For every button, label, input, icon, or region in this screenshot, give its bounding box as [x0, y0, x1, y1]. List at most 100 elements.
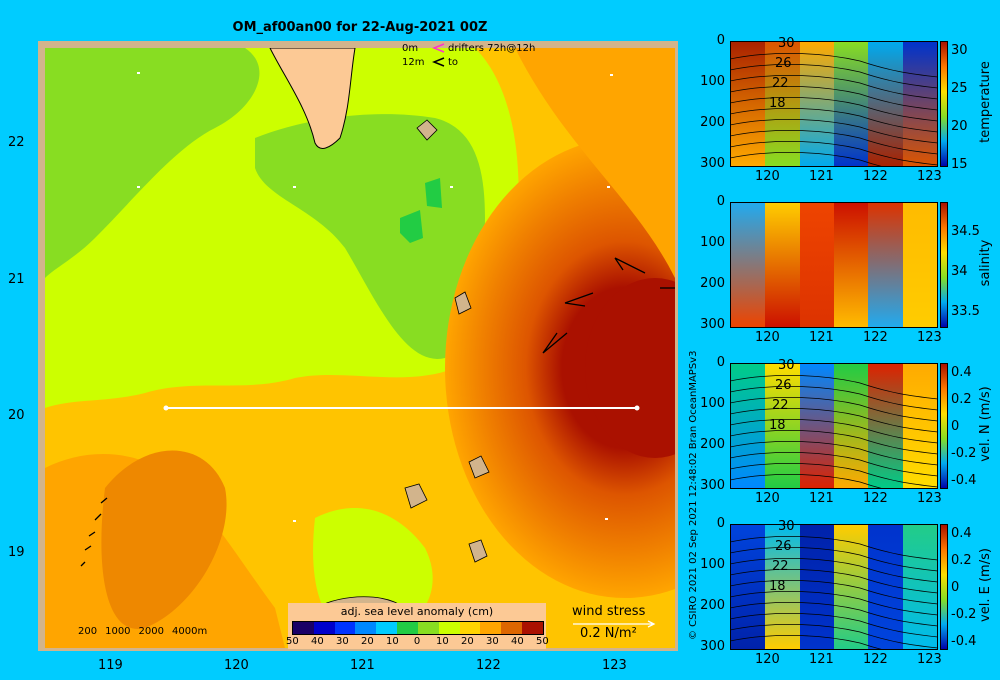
contour-line	[730, 591, 938, 616]
contour-line	[730, 86, 938, 111]
panel-colorbar	[940, 202, 948, 328]
panel-cbar-tick: 33.5	[951, 304, 980, 319]
panel-x-tick: 123	[917, 330, 942, 345]
map-y-tick-20: 20	[8, 408, 25, 424]
panel-y-tick: 0	[716, 355, 725, 370]
island-2	[454, 291, 472, 315]
contour-line	[730, 119, 938, 144]
map-x-tick-119: 119	[98, 658, 123, 673]
panel-colorbar	[940, 524, 948, 650]
panel-plot-vel-n-section[interactable]	[730, 363, 938, 489]
panel-x-tick: 121	[809, 652, 834, 667]
panel-y-tick: 200	[700, 276, 725, 291]
drifter-pink-icon	[432, 43, 445, 53]
contour-line	[730, 452, 938, 477]
legend-depth-12m: 12m	[402, 57, 425, 68]
panel-cbar-tick: 25	[951, 81, 968, 96]
panel-ylabel-salinity-section: salinity	[978, 239, 993, 287]
warm-eddy-core	[585, 278, 675, 458]
panel-cbar-tick: 34.5	[951, 224, 980, 239]
panel-y-tick: 300	[700, 478, 725, 493]
panel-field-band	[868, 203, 903, 327]
panel-y-tick: 200	[700, 115, 725, 130]
panel-ylabel-vel-n-section: vel. N (m/s)	[978, 386, 993, 462]
contour-line	[730, 64, 938, 89]
colorbar-swatch	[293, 622, 314, 634]
colorbar-tick: 20	[361, 636, 374, 647]
wind-arrows	[80, 257, 675, 567]
colorbar-swatch	[459, 622, 481, 634]
panel-field-band	[799, 203, 834, 327]
panel-cbar-tick: 0	[951, 419, 960, 434]
map-x-tick-122: 122	[476, 658, 501, 673]
bathy-4000: 4000m	[172, 626, 208, 637]
colorbar-label: adj. sea level anomaly (cm)	[340, 605, 494, 618]
panel-y-tick: 300	[700, 639, 725, 654]
colorbar-tick: 20	[461, 636, 474, 647]
colorbar-swatch	[334, 622, 356, 634]
panel-x-tick: 122	[863, 491, 888, 506]
contour-label-30: 30	[778, 358, 795, 373]
map-x-tick-121: 121	[350, 658, 375, 673]
colorbar-tick: 10	[386, 636, 399, 647]
panel-y-tick: 0	[716, 194, 725, 209]
contour-label-18: 18	[769, 579, 786, 594]
contour-line	[730, 558, 938, 583]
panel-cbar-tick: -0.2	[951, 446, 977, 461]
contour-band-orange-sw	[101, 450, 227, 629]
panel-x-tick: 123	[917, 652, 942, 667]
panel-cbar-tick: -0.4	[951, 634, 977, 649]
contour-line	[730, 474, 886, 489]
contour-line	[730, 613, 938, 638]
panel-cbar-tick: 15	[951, 157, 968, 172]
colorbar-swatch	[355, 622, 377, 634]
panel-field-band	[799, 364, 834, 488]
contour-line	[730, 397, 938, 422]
panel-x-tick: 121	[809, 491, 834, 506]
contour-line	[730, 635, 886, 650]
map-y-tick-19: 19	[8, 544, 25, 560]
island-1	[416, 119, 438, 141]
panel-cbar-tick: 0.4	[951, 365, 972, 380]
contour-label-22: 22	[772, 76, 789, 91]
panel-x-tick: 123	[917, 169, 942, 184]
panel-x-tick: 120	[755, 491, 780, 506]
colorbar-tick: 40	[311, 636, 324, 647]
panel-x-tick: 122	[863, 330, 888, 345]
sea-level-map[interactable]	[45, 48, 675, 648]
panel-y-tick: 100	[700, 235, 725, 250]
contour-line	[730, 53, 938, 78]
colorbar-tick: 40	[511, 636, 524, 647]
panel-cbar-tick: 20	[951, 119, 968, 134]
panel-field-band	[833, 203, 869, 327]
colorbar-swatch	[480, 622, 502, 634]
bathy-200: 200	[78, 626, 98, 637]
colorbar-tick: 50	[536, 636, 549, 647]
land-taiwan	[269, 48, 356, 149]
contour-line	[730, 441, 938, 466]
colorbar-tick: 10	[436, 636, 449, 647]
contour-line	[730, 463, 938, 488]
panel-x-tick: 120	[755, 652, 780, 667]
panel-plot-salinity-section[interactable]	[730, 202, 938, 328]
island-3	[468, 455, 490, 479]
contour-band-green-nw	[45, 48, 260, 278]
colorbar-tick: 30	[486, 636, 499, 647]
panel-field-band	[902, 364, 937, 488]
contour-line	[730, 386, 938, 411]
panel-plot-temperature-section[interactable]	[730, 41, 938, 167]
contour-label-22: 22	[772, 559, 789, 574]
contour-label-22: 22	[772, 398, 789, 413]
contour-line	[730, 141, 938, 166]
contour-line	[730, 75, 938, 100]
chart-title: OM_af00an00 for 22-Aug-2021 00Z	[232, 20, 488, 35]
bathy-legend: 200 1000 2000 4000m	[78, 626, 207, 637]
island-5	[468, 539, 488, 563]
section-end	[634, 405, 640, 411]
contour-line	[730, 547, 938, 572]
panel-field-band	[765, 525, 800, 649]
panel-y-tick: 0	[716, 33, 725, 48]
contour-label-30: 30	[778, 519, 795, 534]
panel-field-band	[765, 364, 800, 488]
contour-band-green-center	[255, 114, 485, 359]
